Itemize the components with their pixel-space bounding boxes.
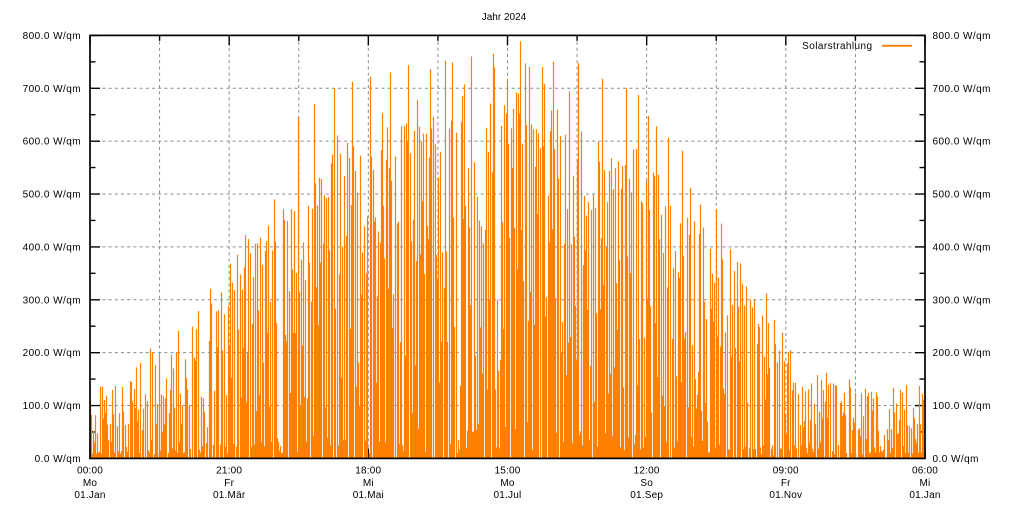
svg-text:Mo: Mo (500, 478, 515, 489)
svg-text:200.0 W/qm: 200.0 W/qm (23, 348, 81, 359)
svg-text:21:00: 21:00 (216, 466, 242, 477)
svg-text:01.Jan: 01.Jan (909, 490, 940, 501)
svg-text:Mo: Mo (83, 478, 98, 489)
svg-text:0.0 W/qm: 0.0 W/qm (35, 454, 81, 465)
svg-text:Mi: Mi (363, 478, 374, 489)
svg-text:18:00: 18:00 (355, 466, 381, 477)
svg-text:600.0 W/qm: 600.0 W/qm (23, 137, 81, 148)
svg-text:15:00: 15:00 (494, 466, 520, 477)
svg-text:Solarstrahlung: Solarstrahlung (802, 41, 872, 52)
svg-text:700.0 W/qm: 700.0 W/qm (933, 84, 991, 95)
svg-text:Mi: Mi (920, 478, 931, 489)
svg-text:01.Sep: 01.Sep (630, 490, 663, 501)
svg-text:06:00: 06:00 (912, 466, 938, 477)
svg-text:200.0 W/qm: 200.0 W/qm (933, 348, 991, 359)
svg-text:Jahr 2024: Jahr 2024 (482, 12, 527, 23)
svg-text:500.0 W/qm: 500.0 W/qm (933, 190, 991, 201)
svg-text:12:00: 12:00 (634, 466, 660, 477)
svg-text:300.0 W/qm: 300.0 W/qm (23, 295, 81, 306)
svg-text:100.0 W/qm: 100.0 W/qm (933, 401, 991, 412)
svg-text:Fr: Fr (781, 478, 791, 489)
svg-text:400.0 W/qm: 400.0 W/qm (23, 242, 81, 253)
svg-text:00:00: 00:00 (77, 466, 103, 477)
svg-text:100.0 W/qm: 100.0 W/qm (23, 401, 81, 412)
svg-text:500.0 W/qm: 500.0 W/qm (23, 190, 81, 201)
svg-text:400.0 W/qm: 400.0 W/qm (933, 242, 991, 253)
svg-text:01.Mai: 01.Mai (353, 490, 384, 501)
svg-text:Fr: Fr (224, 478, 234, 489)
svg-text:0.0 W/qm: 0.0 W/qm (933, 454, 979, 465)
svg-text:09:00: 09:00 (773, 466, 799, 477)
svg-text:01.Nov: 01.Nov (769, 490, 802, 501)
svg-text:700.0 W/qm: 700.0 W/qm (23, 84, 81, 95)
svg-text:300.0 W/qm: 300.0 W/qm (933, 295, 991, 306)
svg-text:01.Mär: 01.Mär (213, 490, 246, 501)
svg-text:01.Jan: 01.Jan (74, 490, 105, 501)
svg-text:600.0 W/qm: 600.0 W/qm (933, 137, 991, 148)
svg-text:So: So (640, 478, 653, 489)
svg-text:01.Jul: 01.Jul (494, 490, 522, 501)
svg-text:800.0 W/qm: 800.0 W/qm (933, 31, 991, 42)
svg-text:800.0 W/qm: 800.0 W/qm (23, 31, 81, 42)
